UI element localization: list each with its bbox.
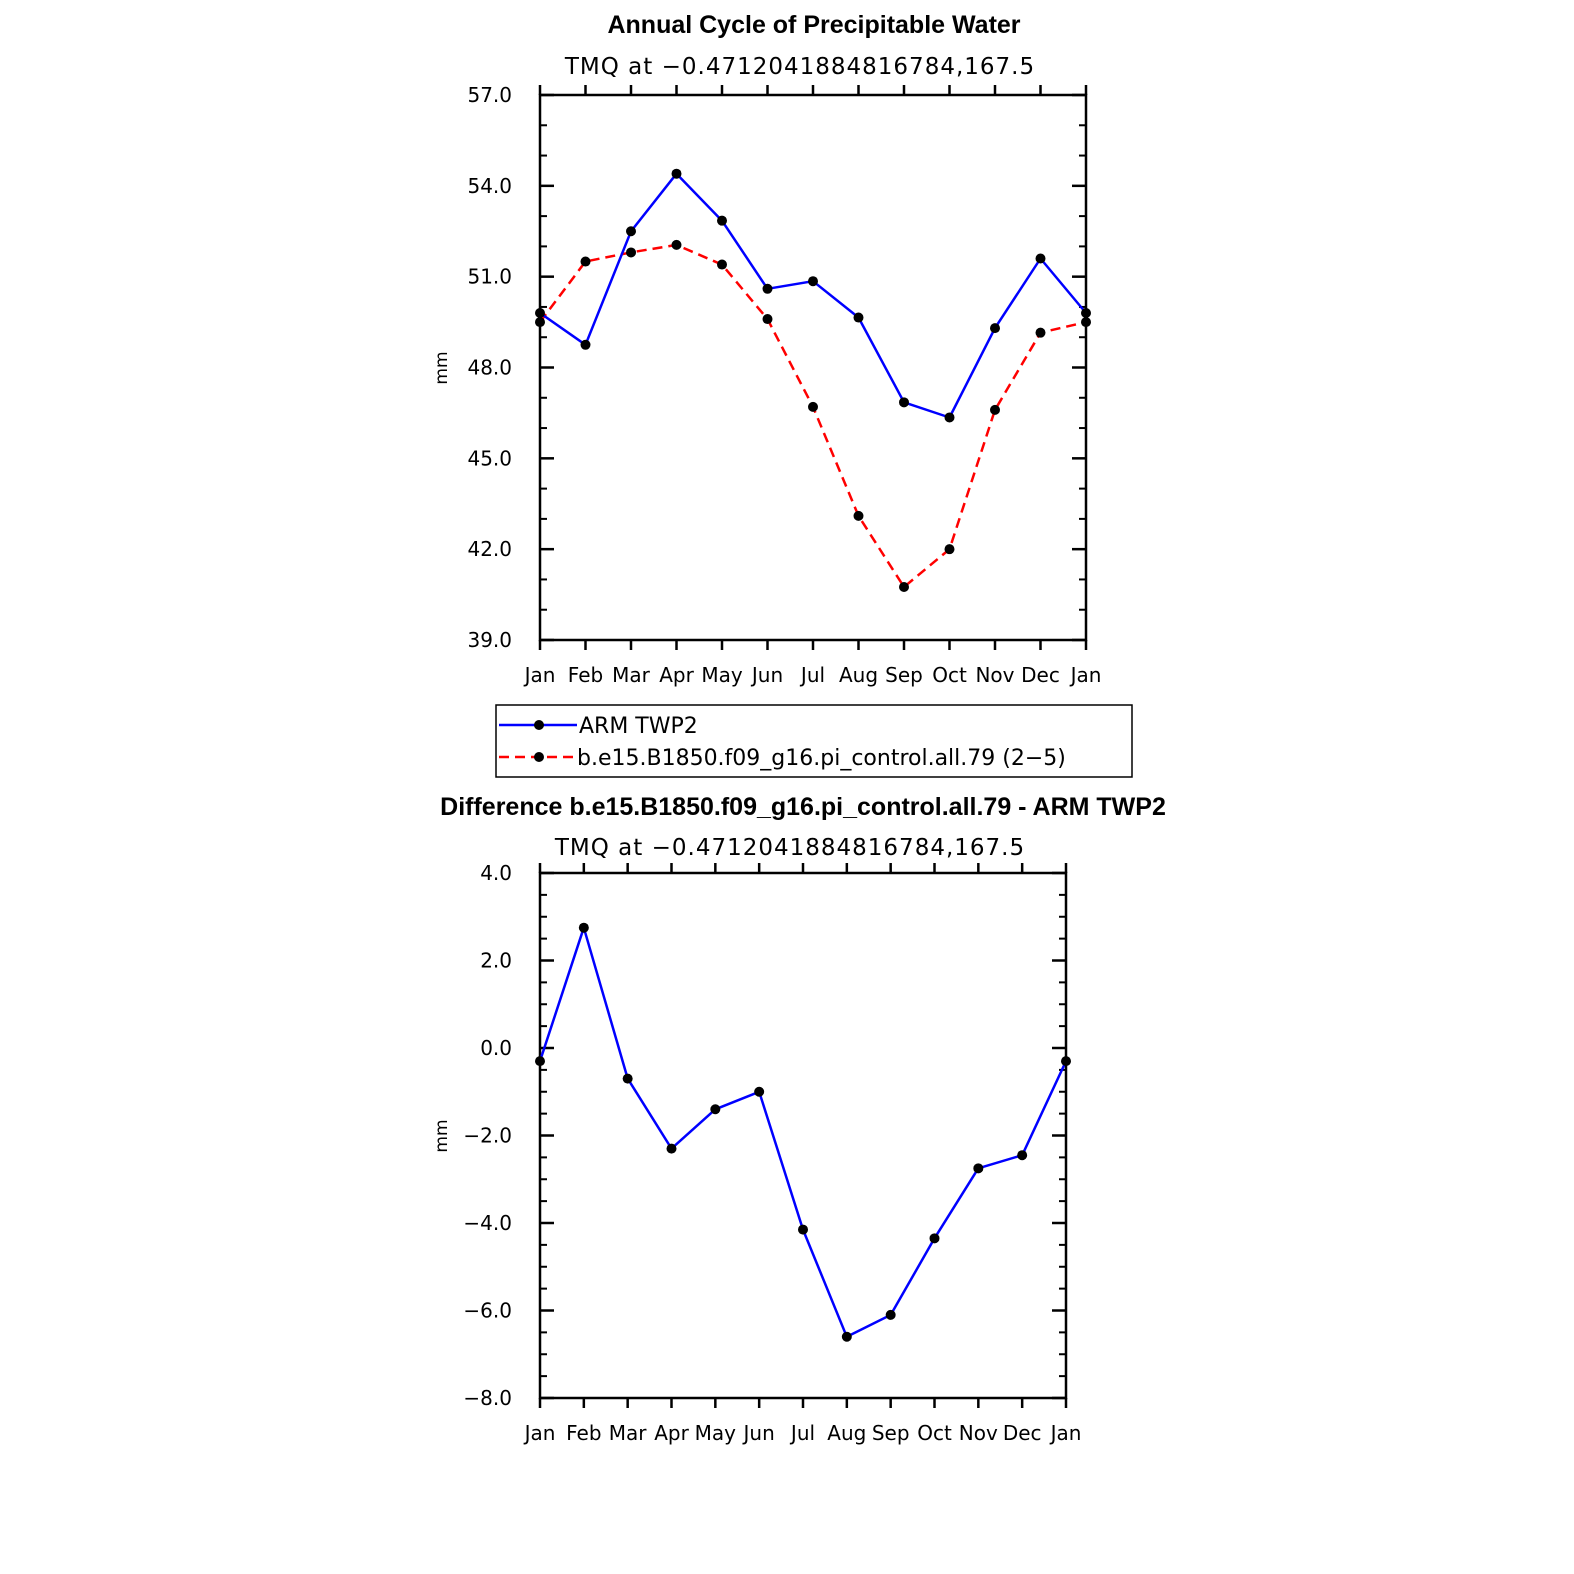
x-tick-label: Jan (1049, 1421, 1082, 1445)
data-point-series-0 (535, 308, 545, 318)
x-tick-label: Jan (523, 1421, 556, 1445)
data-point-series-1 (944, 544, 955, 555)
y-axis-label: mm (432, 1119, 452, 1152)
data-point-series-0 (973, 1163, 984, 1174)
x-tick-label: Apr (654, 1421, 689, 1445)
data-point-series-0 (626, 226, 636, 237)
x-tick-label: Apr (659, 663, 694, 687)
series-line-0 (539, 172, 1087, 419)
legend-marker-arm (534, 720, 544, 730)
data-point-series-0 (808, 276, 818, 287)
y-tick-label: 51.0 (467, 265, 512, 289)
x-tick-label: Jan (1069, 663, 1102, 687)
y-tick-label: 54.0 (467, 174, 512, 198)
data-point-series-0 (841, 1331, 852, 1342)
data-point-series-0 (710, 1104, 721, 1115)
x-tick-label: Jan (523, 663, 556, 687)
x-tick-label: Jul (789, 1421, 815, 1445)
x-tick-label: Nov (959, 1421, 998, 1445)
data-point-series-0 (990, 323, 1000, 334)
data-point-series-0 (853, 312, 864, 323)
x-tick-label: Dec (1021, 663, 1060, 687)
series-line-0 (538, 926, 1068, 1339)
data-point-series-1 (899, 582, 909, 593)
y-tick-label: 48.0 (467, 356, 512, 380)
data-point-series-1 (808, 401, 818, 412)
difference-chart: Difference b.e15.B1850.f09_g16.pi_contro… (432, 793, 1166, 1445)
data-point-series-1 (626, 247, 636, 258)
y-tick-label: 2.0 (480, 949, 512, 973)
x-tick-label: Jun (742, 1421, 775, 1445)
chart-title: Annual Cycle of Precipitable Water (607, 11, 1020, 39)
y-tick-label: 45.0 (467, 446, 512, 470)
x-tick-label: Oct (917, 1421, 952, 1445)
data-point-series-0 (762, 283, 773, 294)
data-point-series-0 (798, 1224, 808, 1235)
data-point-series-0 (580, 339, 591, 350)
data-point-series-0 (578, 922, 589, 933)
data-point-series-0 (535, 1056, 545, 1067)
legend: ARM TWP2 b.e15.B1850.f09_g16.pi_control.… (495, 704, 1133, 778)
plot-frame (538, 93, 1088, 642)
data-point-series-1 (1081, 317, 1091, 328)
data-point-series-0 (1081, 308, 1091, 318)
data-point-series-1 (535, 317, 545, 328)
x-tick-label: May (695, 1421, 737, 1445)
data-point-series-1 (990, 404, 1000, 415)
data-point-series-0 (754, 1086, 765, 1097)
y-tick-label: −4.0 (463, 1211, 512, 1235)
y-tick-label: 42.0 (467, 537, 512, 561)
data-point-series-0 (717, 215, 727, 226)
y-tick-label: 57.0 (467, 83, 512, 107)
plot-frame (538, 871, 1068, 1400)
x-tick-label: Jun (750, 663, 783, 687)
x-tick-label: Aug (827, 1421, 866, 1445)
data-point-series-0 (1061, 1056, 1071, 1067)
y-tick-label: 39.0 (467, 628, 512, 652)
y-tick-label: −6.0 (463, 1299, 512, 1323)
chart-subtitle: TMQ at −0.4712041884816784,167.5 (564, 54, 1035, 80)
series-line-1 (539, 243, 1087, 589)
chart-subtitle: TMQ at −0.4712041884816784,167.5 (554, 835, 1025, 861)
data-point-series-1 (762, 314, 773, 325)
x-tick-label: Dec (1003, 1421, 1042, 1445)
x-tick-label: Nov (975, 663, 1014, 687)
x-tick-label: Feb (566, 1421, 601, 1445)
y-tick-label: 0.0 (480, 1036, 512, 1060)
x-tick-label: Oct (932, 663, 967, 687)
data-point-series-0 (885, 1309, 896, 1320)
data-point-series-0 (1035, 253, 1046, 264)
x-tick-label: Jul (799, 663, 825, 687)
x-tick-label: May (701, 663, 743, 687)
chart-title: Difference b.e15.B1850.f09_g16.pi_contro… (440, 793, 1166, 821)
data-point-series-1 (1035, 327, 1046, 338)
data-point-series-0 (671, 168, 682, 179)
data-point-series-0 (622, 1073, 633, 1084)
x-tick-label: Mar (609, 1421, 648, 1445)
data-point-series-0 (1017, 1150, 1028, 1161)
x-tick-label: Feb (568, 663, 603, 687)
data-point-series-1 (671, 239, 682, 250)
data-point-series-0 (944, 412, 955, 423)
legend-label-arm: ARM TWP2 (579, 714, 698, 739)
legend-label-model: b.e15.B1850.f09_g16.pi_control.all.79 (2… (577, 746, 1066, 771)
x-tick-label: Mar (612, 663, 651, 687)
annual-cycle-chart: Annual Cycle of Precipitable Water TMQ a… (432, 11, 1101, 687)
x-tick-label: Sep (885, 663, 923, 687)
y-tick-label: 4.0 (480, 861, 512, 885)
legend-marker-model (534, 752, 544, 762)
data-point-series-0 (666, 1143, 677, 1154)
data-point-series-0 (899, 397, 909, 408)
data-point-series-1 (853, 510, 864, 521)
y-tick-label: −8.0 (463, 1386, 512, 1410)
x-tick-label: Sep (872, 1421, 910, 1445)
data-point-series-0 (929, 1233, 940, 1244)
y-axis-label: mm (432, 351, 452, 384)
data-point-series-1 (580, 256, 591, 267)
data-point-series-1 (717, 259, 727, 270)
legend-box (495, 704, 1133, 778)
x-tick-label: Aug (839, 663, 878, 687)
y-tick-label: −2.0 (463, 1124, 512, 1148)
